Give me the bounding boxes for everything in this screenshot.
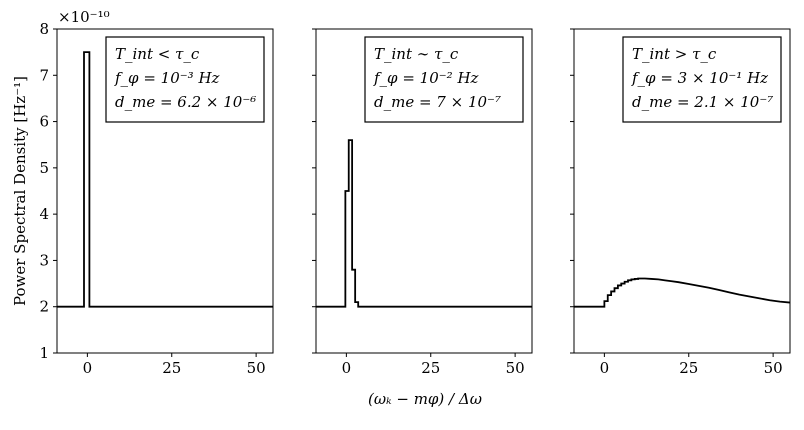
y-scale-factor: ×10⁻¹⁰ <box>58 8 110 26</box>
annotation-line: T_int < τ_c <box>115 45 200 63</box>
x-axis-label: (ωₖ − mφ) / Δω <box>368 390 482 408</box>
annotation-box <box>105 36 265 123</box>
x-tick-label: 0 <box>83 359 93 377</box>
x-tick-label: 50 <box>247 359 266 377</box>
annotation-line: T_int ∼ τ_c <box>374 45 459 63</box>
panels: 0 25 50 1 2 3 4 5 6 7 8 T_int < τ_c f_φ = 10⁻³ Hz d_m… <box>39 20 791 377</box>
x-tick-label: 50 <box>764 359 783 377</box>
psd-series-line <box>574 277 790 308</box>
annotation-line: d_me = 7 × 10⁻⁷ <box>374 93 501 111</box>
y-tick-label: 4 <box>39 205 49 223</box>
y-axis-label: Power Spectral Density [Hz⁻¹] <box>11 76 29 306</box>
annotation-line: f_φ = 10⁻² Hz <box>373 69 479 87</box>
annotation-line: d_me = 2.1 × 10⁻⁷ <box>632 93 773 111</box>
panel-frame <box>315 28 533 354</box>
panel-3: 0 25 50 T_int > τ_c f_φ = 3 × 10⁻¹ Hz d_me = … <box>570 28 791 377</box>
y-tick-label: 8 <box>39 20 49 38</box>
y-tick-label: 6 <box>39 113 49 131</box>
psd-series-line <box>57 51 273 308</box>
panel-frame <box>56 28 274 354</box>
x-tick-label: 0 <box>342 359 352 377</box>
annotation-line: T_int > τ_c <box>632 45 717 63</box>
x-tick-label: 25 <box>679 359 698 377</box>
annotation-line: f_φ = 10⁻³ Hz <box>114 69 220 87</box>
y-tick-label: 7 <box>39 66 49 84</box>
y-tick-label: 5 <box>39 159 49 177</box>
x-tick-label: 25 <box>421 359 440 377</box>
x-axis-label-text: (ωₖ − mφ) / Δω <box>368 390 482 408</box>
panel-2: 0 25 50 T_int ∼ τ_c f_φ = 10⁻² Hz d_me = 7 × … <box>312 28 533 377</box>
x-tick-label: 0 <box>600 359 610 377</box>
panel-1: 0 25 50 1 2 3 4 5 6 7 8 T_int < τ_c f_φ = 10⁻³ Hz d_m… <box>39 20 274 377</box>
y-tick-label: 2 <box>39 298 49 316</box>
annotation-line: d_me = 6.2 × 10⁻⁶ <box>115 93 256 111</box>
x-tick-label: 50 <box>506 359 525 377</box>
annotation-line: f_φ = 3 × 10⁻¹ Hz <box>631 69 768 87</box>
panel-frame <box>573 28 791 354</box>
y-tick-label: 1 <box>39 344 49 362</box>
y-tick-label: 3 <box>39 251 49 269</box>
annotation-box <box>622 36 782 123</box>
x-tick-label: 25 <box>162 359 181 377</box>
psd-series-line <box>316 139 532 308</box>
annotation-box <box>364 36 524 123</box>
